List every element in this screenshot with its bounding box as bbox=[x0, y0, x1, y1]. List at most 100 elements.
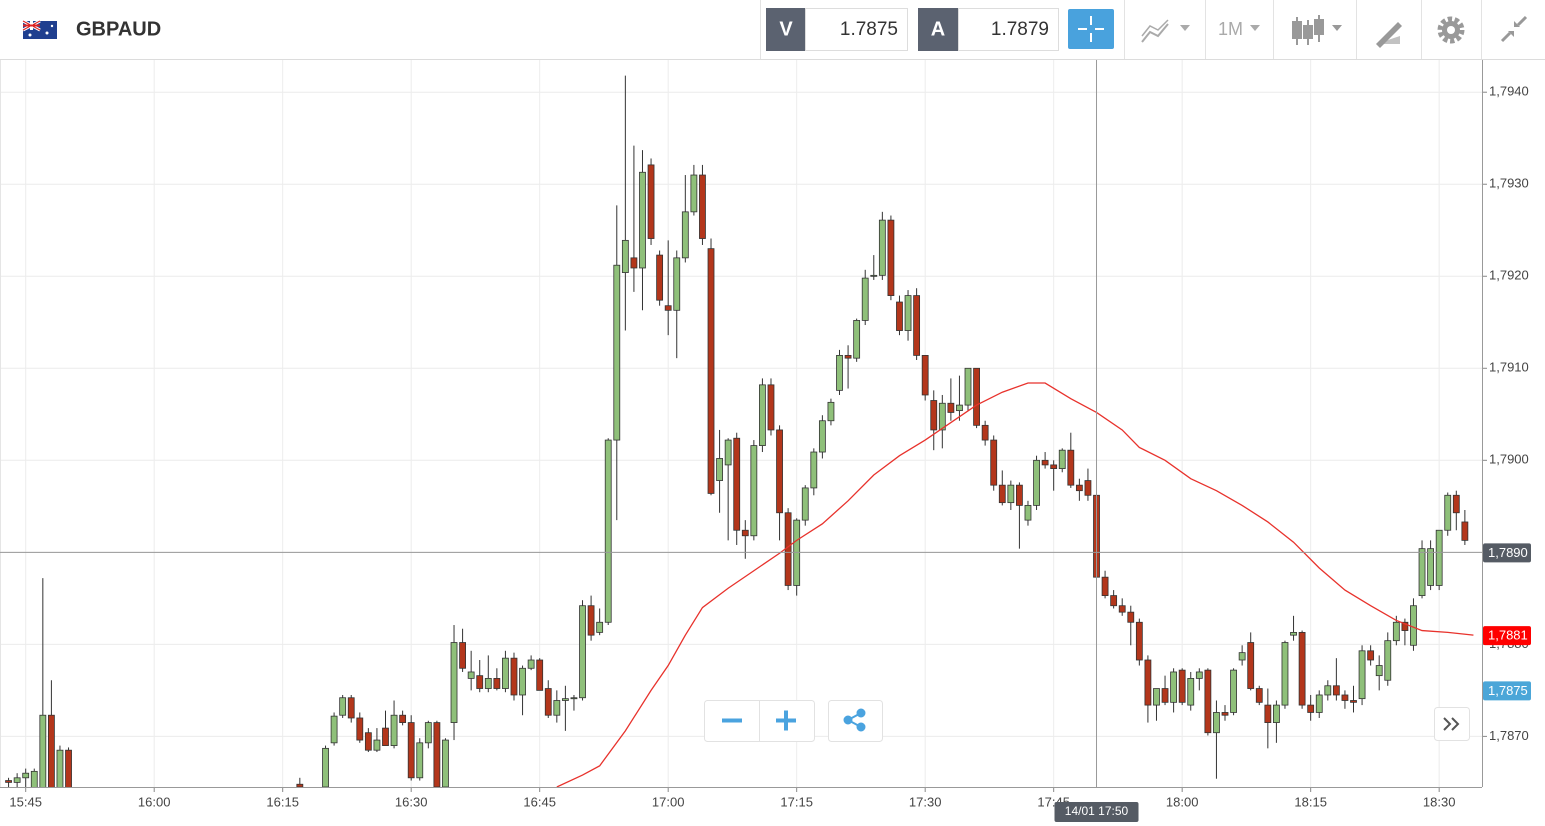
candle-body bbox=[459, 642, 466, 669]
candle-body bbox=[1221, 712, 1229, 716]
share-button[interactable] bbox=[828, 700, 883, 742]
candle-body bbox=[510, 657, 518, 696]
candle-body bbox=[690, 174, 698, 213]
candle-body bbox=[1410, 605, 1417, 646]
candle-body bbox=[561, 698, 569, 701]
candle-body bbox=[519, 667, 526, 696]
candle-body bbox=[1273, 704, 1280, 723]
candle-body bbox=[1213, 712, 1220, 734]
candle-body bbox=[553, 700, 561, 716]
candle-body bbox=[502, 657, 509, 689]
buy-button[interactable] bbox=[918, 8, 958, 51]
candle-body bbox=[1444, 494, 1452, 531]
candle-body bbox=[1195, 671, 1203, 679]
candle-body bbox=[664, 305, 672, 311]
candle-body bbox=[347, 697, 355, 719]
collapse-button[interactable] bbox=[1500, 15, 1528, 43]
crosshair-x-box bbox=[1054, 802, 1139, 822]
timeframe-arrow[interactable] bbox=[1250, 25, 1260, 31]
candle-body bbox=[433, 722, 441, 787]
x-tick-label: 16:15 bbox=[266, 794, 299, 809]
candle-body bbox=[767, 384, 775, 431]
candle-body bbox=[1204, 669, 1212, 734]
candle-body bbox=[1452, 494, 1460, 514]
candle-body bbox=[1135, 621, 1143, 661]
price-label: 1,7881 bbox=[1488, 628, 1528, 643]
candle-body bbox=[1007, 484, 1015, 504]
buy-price[interactable]: 1.7879 bbox=[991, 19, 1049, 40]
candle-body bbox=[1110, 595, 1118, 607]
candle-body bbox=[1041, 459, 1049, 466]
candle-body bbox=[1067, 449, 1075, 486]
header: GBPAUD V 1.7875 A 1.7879 1M bbox=[0, 0, 1545, 60]
candle-body bbox=[921, 355, 929, 396]
candle-body bbox=[604, 439, 612, 623]
candle-body bbox=[947, 402, 955, 413]
draw-tool-button[interactable] bbox=[1376, 22, 1402, 48]
candle-body bbox=[1187, 678, 1195, 706]
candle-body bbox=[818, 420, 826, 453]
price-label-box bbox=[1483, 681, 1531, 701]
candle-body bbox=[1170, 671, 1178, 703]
candle-body bbox=[5, 780, 12, 783]
candle-body bbox=[373, 739, 381, 751]
candle-body bbox=[647, 164, 655, 239]
sell-label[interactable]: V bbox=[779, 18, 793, 40]
candle-body bbox=[887, 219, 895, 296]
buy-label[interactable]: A bbox=[931, 18, 945, 40]
candle-body bbox=[1298, 631, 1306, 706]
candle-body bbox=[579, 605, 586, 699]
buy-price-box[interactable] bbox=[958, 8, 1059, 51]
crosshair-y-label: 1,7890 bbox=[1488, 545, 1528, 560]
candle-body bbox=[330, 715, 338, 744]
plot-layer: 15:45 16:00 16:15 16:30 16:45 17:00 17:15 17:30… bbox=[0, 60, 1531, 822]
sell-price-box[interactable] bbox=[805, 8, 908, 51]
x-tick-label: 17:00 bbox=[652, 794, 685, 809]
candle-body bbox=[450, 642, 458, 723]
candle-body bbox=[356, 717, 364, 741]
x-tick-label: 17:15 bbox=[780, 794, 813, 809]
zoom-in-button[interactable] bbox=[776, 710, 796, 731]
candle-body bbox=[1358, 650, 1366, 700]
crosshair-button[interactable] bbox=[1068, 9, 1114, 49]
sell-button[interactable] bbox=[766, 8, 805, 51]
candle-body bbox=[1084, 480, 1092, 496]
candle-body bbox=[656, 254, 664, 301]
x-tick-label: 16:30 bbox=[395, 794, 428, 809]
candle-body bbox=[1033, 459, 1040, 506]
candle-body bbox=[476, 675, 484, 689]
candle-body bbox=[861, 277, 869, 321]
y-tick-label: 1,7940 bbox=[1489, 84, 1529, 99]
candle-body bbox=[1290, 631, 1297, 636]
candle-body bbox=[853, 320, 861, 359]
flag-icon bbox=[22, 19, 57, 39]
candle-body bbox=[1427, 548, 1435, 586]
candle-body bbox=[1238, 652, 1246, 661]
candle-body bbox=[707, 248, 715, 494]
candle-body bbox=[956, 404, 963, 412]
candle-body bbox=[1435, 529, 1443, 586]
candle-body bbox=[1461, 521, 1469, 541]
scroll-end-button[interactable] bbox=[1434, 707, 1470, 741]
settings-button[interactable] bbox=[1437, 16, 1465, 44]
y-tick-label: 1,7900 bbox=[1489, 452, 1529, 467]
candle-body bbox=[639, 171, 646, 269]
timeframe[interactable]: 1M bbox=[1218, 19, 1243, 39]
chart-type-button[interactable] bbox=[1141, 19, 1190, 43]
candle-body bbox=[836, 355, 843, 391]
candle-body bbox=[1375, 665, 1383, 677]
sell-price[interactable]: 1.7875 bbox=[840, 19, 898, 40]
candle-body bbox=[484, 678, 492, 689]
moving-average bbox=[556, 382, 1474, 787]
candle-body bbox=[621, 239, 629, 273]
candle-type-button[interactable] bbox=[1292, 15, 1342, 45]
candle-body bbox=[56, 749, 64, 787]
candle-body bbox=[339, 697, 347, 716]
candle-body bbox=[1332, 685, 1340, 696]
zoom-out-button[interactable] bbox=[722, 718, 742, 723]
candle-body bbox=[741, 529, 749, 537]
candle-body bbox=[716, 458, 723, 481]
candle-body bbox=[47, 714, 55, 787]
